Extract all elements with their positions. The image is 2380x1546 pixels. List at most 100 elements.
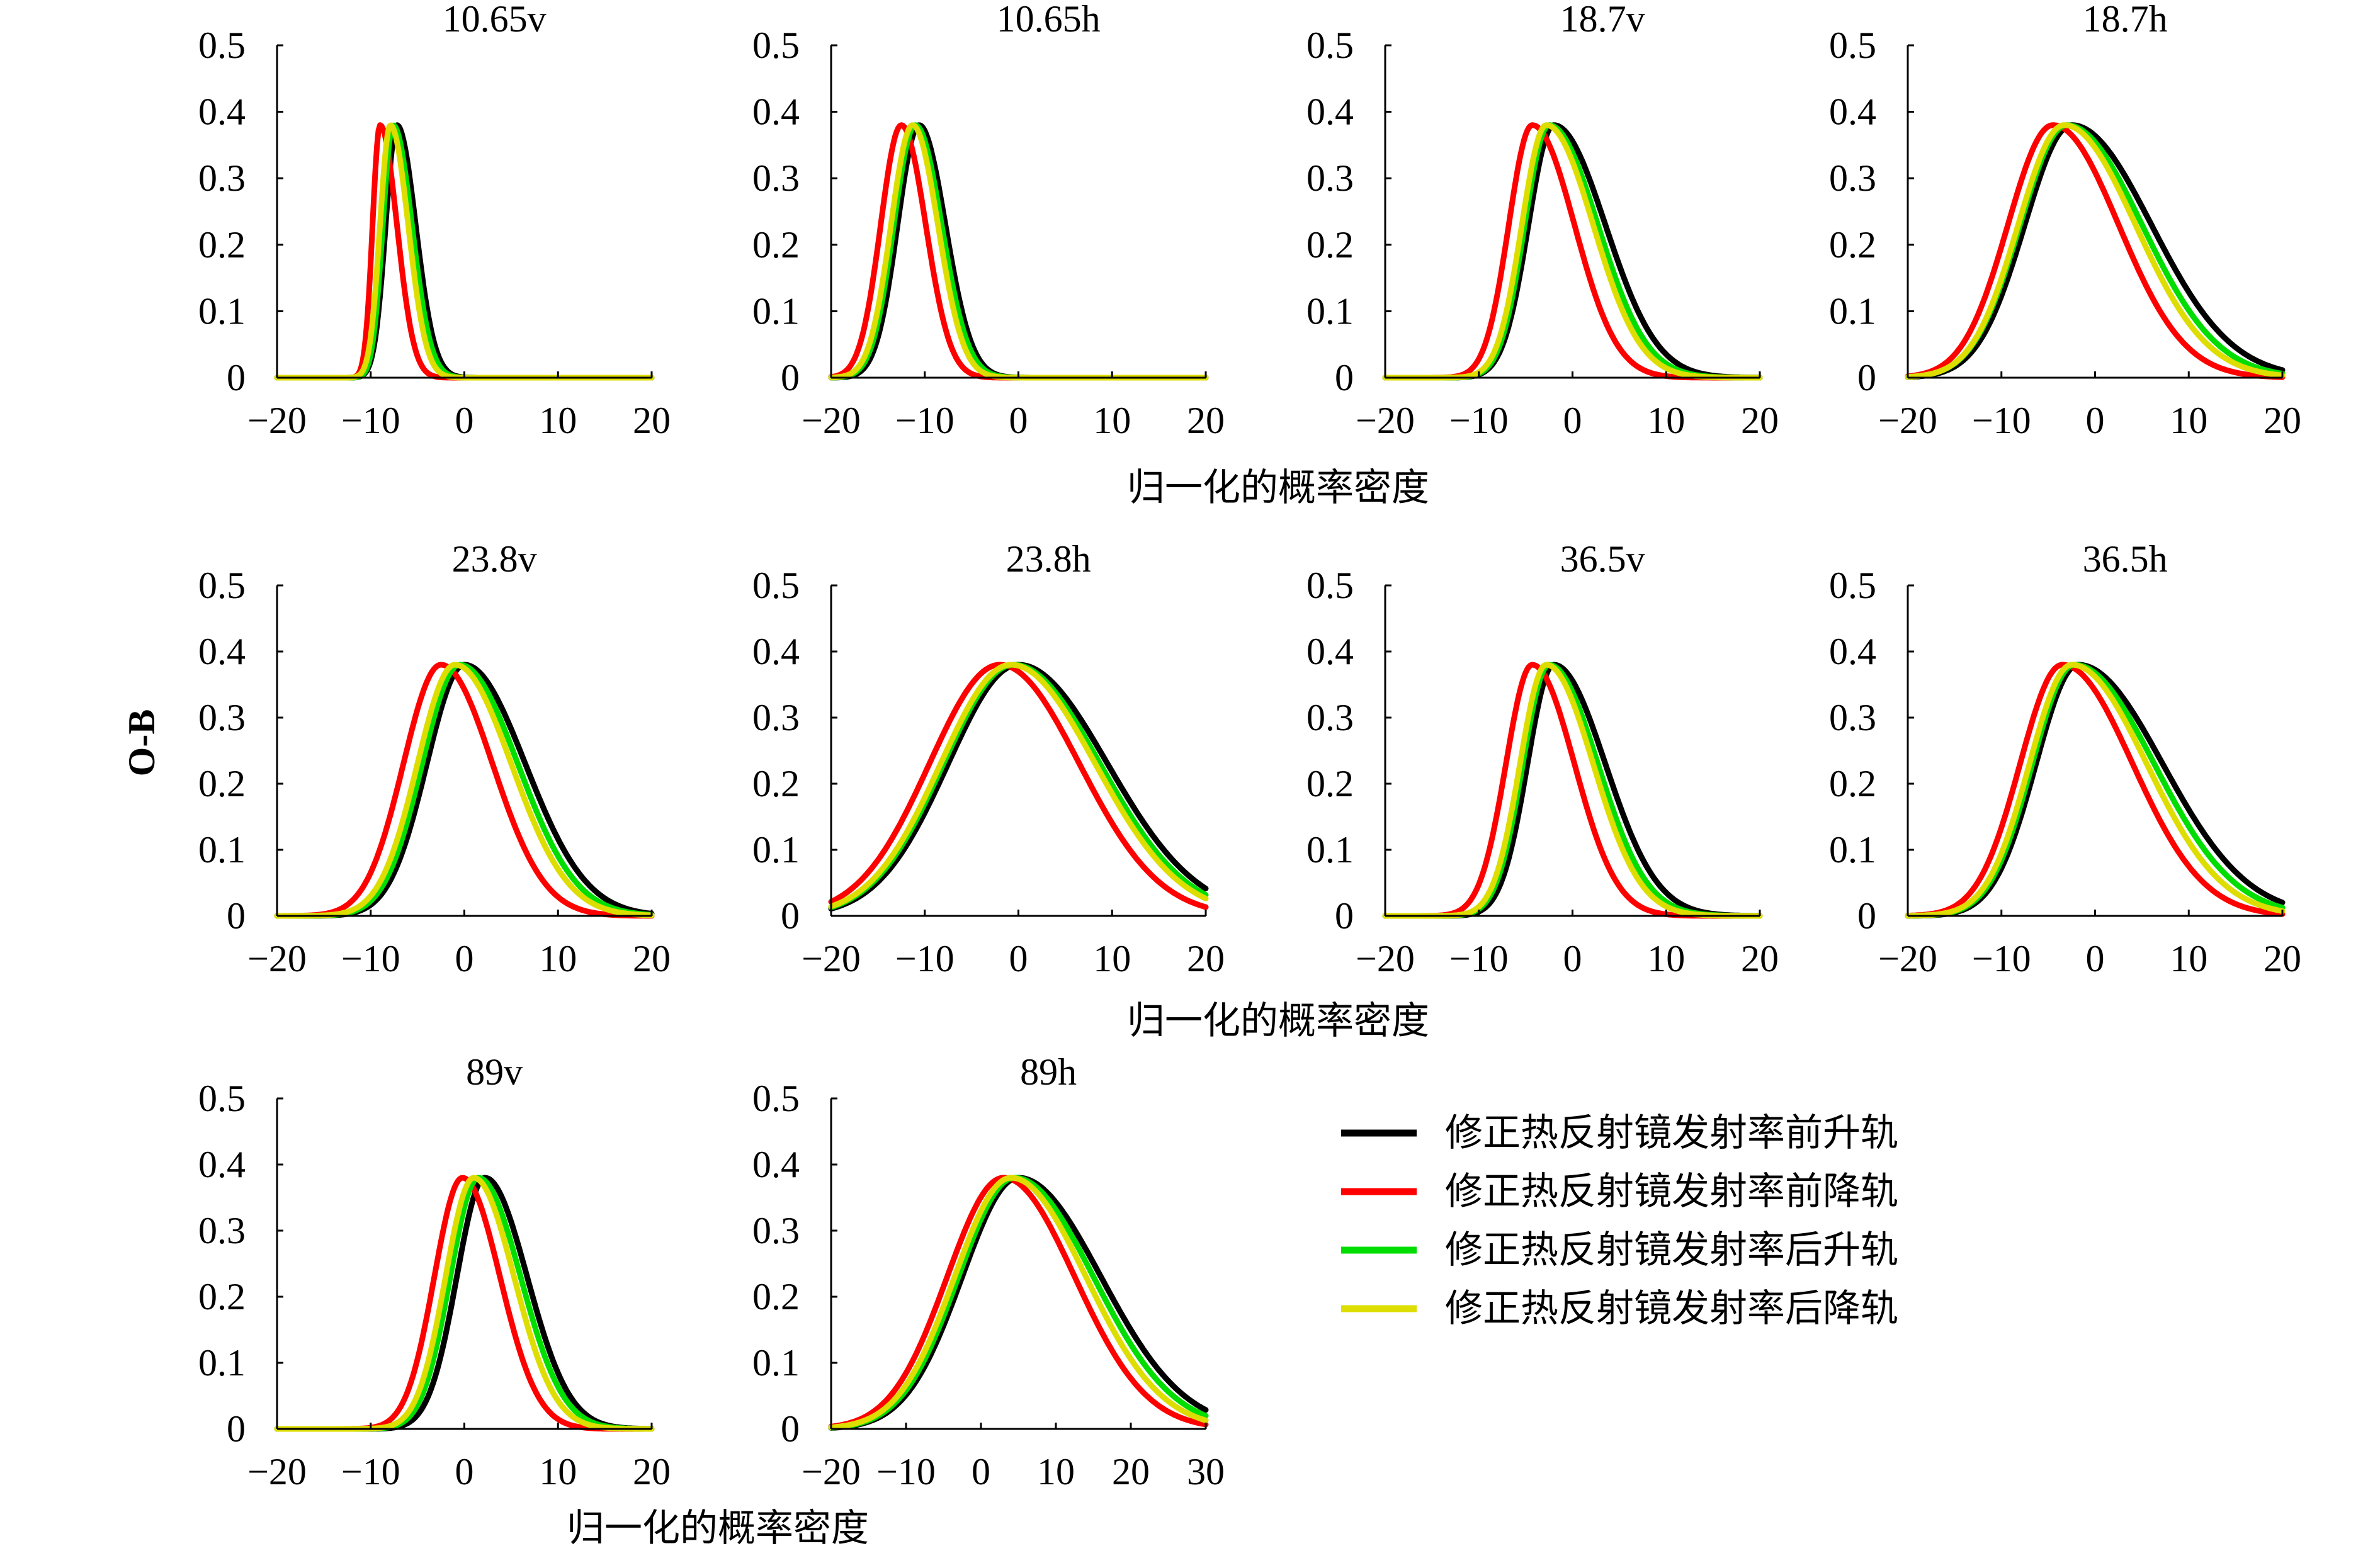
y-tick-label: 0.4 — [1306, 631, 1354, 672]
x-tick-label: −20 — [1878, 400, 1937, 441]
x-tick-label: −10 — [341, 400, 400, 441]
x-tick-label: 0 — [1563, 400, 1582, 441]
x-tick-label: 0 — [2086, 938, 2105, 979]
y-axis-label: O-B — [121, 709, 162, 777]
series-post-ascending — [274, 122, 655, 381]
y-tick-label: 0.3 — [752, 1210, 800, 1251]
series-pre-descending — [274, 122, 655, 381]
panel-title: 23.8v — [452, 538, 537, 580]
series-pre-descending — [828, 1175, 1209, 1430]
x-tick-label: −10 — [876, 1451, 936, 1492]
y-tick-label: 0.2 — [752, 1276, 800, 1317]
y-tick-label: 0.4 — [198, 631, 246, 672]
x-tick-label: −10 — [1449, 938, 1509, 979]
panel-9: 89v 0 0.1 0.2 0.3 0.4 0.5 −20 −10 0 10 20 — [198, 1051, 671, 1492]
panel-title: 89h — [1020, 1051, 1077, 1093]
x-axis-label-row-2: 归一化的概率密度 — [1127, 999, 1429, 1043]
x-axis-label-row-3: 归一化的概率密度 — [567, 1506, 869, 1546]
series-pre-ascending — [828, 1175, 1209, 1431]
series-pre-descending — [274, 662, 655, 919]
x-tick-label: 0 — [1009, 400, 1028, 441]
y-tick-label: 0.1 — [1829, 290, 1876, 332]
x-tick-label: 0 — [2086, 400, 2105, 441]
series-pre-ascending — [274, 122, 655, 381]
panel-3: 18.7v 0 0.1 0.2 0.3 0.4 0.5 −20 −10 0 10 20 — [1306, 0, 1779, 441]
x-tick-label: 20 — [1741, 938, 1779, 979]
y-tick-label: 0.4 — [752, 91, 800, 133]
y-tick-label: 0.1 — [752, 1342, 800, 1384]
x-tick-label: 20 — [2264, 400, 2301, 441]
y-tick-label: 0.5 — [198, 565, 246, 606]
y-tick-label: 0.5 — [1829, 25, 1876, 66]
series-post-descending — [1382, 662, 1763, 919]
panels: 10.65v 0 0.1 0.2 0.3 0.4 0.5 −20 −10 0 10 20 10.65h 0… — [198, 0, 2301, 1492]
panel-10: 89h 0 0.1 0.2 0.3 0.4 0.5 −20 −10 0 10 20 30 — [752, 1051, 1225, 1492]
y-tick-label: 0.2 — [752, 763, 800, 804]
x-tick-label: −20 — [802, 938, 861, 979]
y-tick-label: 0.3 — [752, 697, 800, 738]
panel-title: 89v — [466, 1051, 523, 1093]
y-tick-label: 0.4 — [198, 1144, 246, 1185]
x-tick-label: 0 — [972, 1451, 990, 1492]
series-post-descending — [1905, 662, 2286, 919]
series-post-ascending — [274, 1175, 655, 1432]
x-tick-label: 0 — [1009, 938, 1028, 979]
legend-label-4: 修正热反射镜发射率后降轨 — [1445, 1287, 1898, 1331]
panel-title: 10.65v — [443, 0, 547, 40]
y-tick-label: 0.1 — [198, 290, 246, 332]
x-tick-label: 10 — [1647, 400, 1685, 441]
panel-title: 10.65h — [997, 0, 1101, 40]
y-tick-label: 0.5 — [198, 25, 246, 66]
series-post-ascending — [1905, 662, 2286, 919]
y-tick-label: 0.1 — [1306, 290, 1354, 332]
x-tick-label: −20 — [247, 1451, 307, 1492]
x-tick-label: −20 — [1356, 938, 1415, 979]
x-tick-label: 20 — [1187, 938, 1225, 979]
x-tick-label: 10 — [2170, 938, 2207, 979]
y-tick-label: 0 — [1335, 357, 1354, 398]
y-tick-label: 0.5 — [752, 1078, 800, 1119]
x-tick-label: 10 — [539, 938, 577, 979]
y-tick-label: 0.3 — [198, 697, 246, 738]
legend: 修正热反射镜发射率前升轨 修正热反射镜发射率前降轨 修正热反射镜发射率后升轨 修… — [1341, 1111, 1898, 1331]
x-tick-label: 20 — [1741, 400, 1779, 441]
series-pre-descending — [1905, 662, 2286, 918]
x-tick-label: 10 — [1647, 938, 1685, 979]
panel-title: 23.8h — [1006, 538, 1091, 580]
y-tick-label: 0.2 — [752, 224, 800, 266]
x-tick-label: −10 — [1449, 400, 1509, 441]
y-tick-label: 0.3 — [1306, 697, 1354, 738]
y-tick-label: 0.1 — [752, 290, 800, 332]
legend-label-2: 修正热反射镜发射率前降轨 — [1445, 1170, 1898, 1214]
y-tick-label: 0.3 — [1829, 157, 1876, 199]
x-tick-label: 0 — [455, 938, 474, 979]
y-tick-label: 0.2 — [198, 224, 246, 266]
x-tick-label: 10 — [539, 1451, 577, 1492]
y-tick-label: 0 — [781, 357, 800, 398]
y-tick-label: 0.5 — [1306, 565, 1354, 606]
x-tick-label: −10 — [1972, 938, 2031, 979]
y-tick-label: 0.2 — [198, 1276, 246, 1317]
y-tick-label: 0 — [781, 895, 800, 937]
y-tick-label: 0.2 — [1306, 224, 1354, 266]
series-post-descending — [274, 662, 655, 919]
y-tick-label: 0.4 — [1306, 91, 1354, 133]
y-tick-label: 0.4 — [198, 91, 246, 133]
y-tick-label: 0.4 — [1829, 631, 1876, 672]
y-tick-label: 0 — [227, 1408, 246, 1450]
y-tick-label: 0.4 — [752, 631, 800, 672]
x-tick-label: 30 — [1187, 1451, 1225, 1492]
y-tick-label: 0.5 — [752, 25, 800, 66]
series-pre-descending — [1905, 122, 2286, 380]
y-tick-label: 0.3 — [752, 157, 800, 199]
series-post-ascending — [274, 662, 655, 919]
y-tick-label: 0 — [1857, 357, 1876, 398]
y-tick-label: 0.2 — [1829, 224, 1876, 266]
x-tick-label: −10 — [1972, 400, 2031, 441]
y-tick-label: 0.1 — [752, 829, 800, 871]
y-tick-label: 0.3 — [1829, 697, 1876, 738]
x-tick-label: 0 — [455, 400, 474, 441]
y-tick-label: 0 — [227, 895, 246, 937]
series-pre-descending — [828, 662, 1209, 910]
x-tick-label: 20 — [633, 1451, 671, 1492]
